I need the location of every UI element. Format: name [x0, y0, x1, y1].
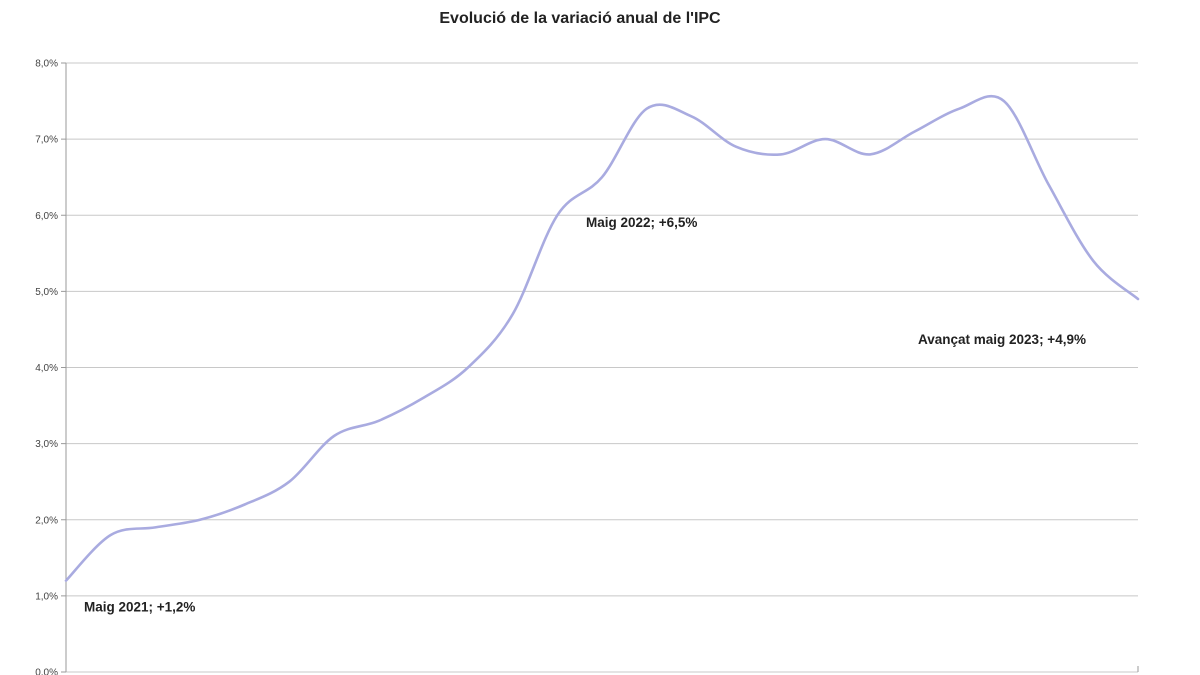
y-tick-label: 7,0% [35, 135, 58, 146]
chart-title: Evolució de la variació anual de l'IPC [439, 10, 721, 27]
y-tick-label: 6,0% [35, 211, 58, 222]
data-annotation: Maig 2021; +1,2% [84, 600, 195, 615]
data-annotation: Avançat maig 2023; +4,9% [918, 332, 1086, 347]
y-tick-label: 0,0% [35, 668, 58, 675]
grid-lines [66, 62, 1138, 673]
series-line [64, 94, 1140, 582]
y-tick-label: 2,0% [35, 515, 58, 526]
y-tick-label: 5,0% [35, 287, 58, 298]
annotations: Maig 2021; +1,2% Maig 2022; +6,5% Avançat … [84, 215, 1086, 614]
data-annotation: Maig 2022; +6,5% [586, 215, 697, 230]
axes [61, 62, 1139, 673]
y-tick-label: 3,0% [35, 439, 58, 450]
y-tick-label: 4,0% [35, 363, 58, 374]
y-tick-label: 8,0% [35, 59, 58, 70]
y-tick-label: 1,0% [35, 591, 58, 602]
y-tick-labels: 0,0% 1,0% 2,0% 3,0% 4,0% 5,0% 6,0% 7,0% 8,0% [35, 59, 58, 675]
series-layer [64, 94, 1140, 582]
